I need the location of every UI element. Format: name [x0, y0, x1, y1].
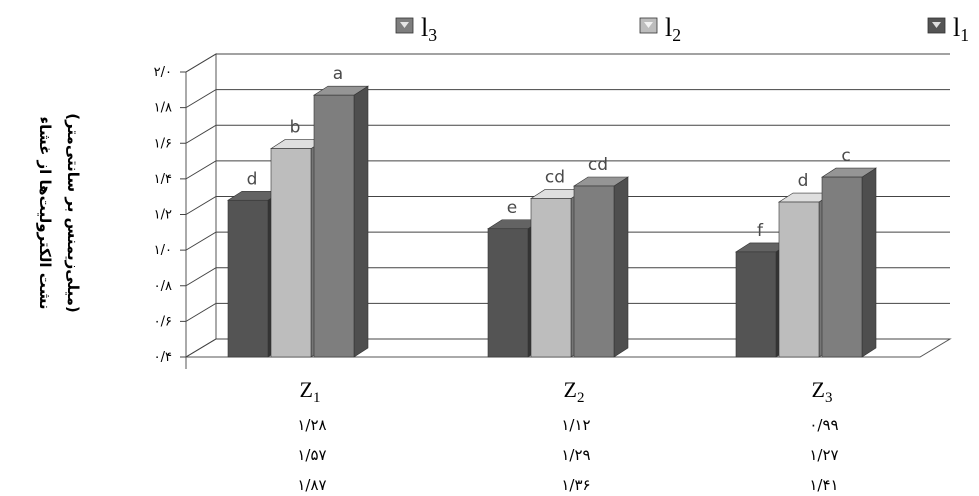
gridline [185, 231, 950, 251]
bar-front [227, 199, 269, 358]
bar-letter-label: b [290, 118, 301, 138]
legend-swatch-marker [932, 22, 941, 28]
gridline [185, 124, 950, 144]
bar-front [573, 185, 615, 358]
bars [226, 85, 878, 358]
bar [820, 167, 878, 358]
legend-label: l2 [665, 13, 681, 45]
y-tick-label: ۲/۰ [154, 65, 172, 80]
y-axis-title-line2: (میلی‌زیمنس بر سانتی‌متر) [64, 113, 82, 313]
gridline [185, 267, 950, 287]
bar [312, 85, 370, 358]
bar-letter-label: c [841, 146, 850, 166]
gridline [185, 302, 950, 322]
y-axis-ticks: ۰/۴ ۰/۶ ۰/۸ ۱/۰ ۱/۲ ۱/۴ ۱/۶ ۱/۸ ۲/۰ [154, 65, 186, 365]
y-tick-label: ۱/۶ [154, 136, 172, 151]
category-labels: Z1 Z2 Z3 [300, 377, 833, 406]
y-tick-label: ۱/۲ [154, 208, 172, 223]
table-cell: ۱/۳۶ [561, 476, 590, 494]
bar-letter-label: a [333, 64, 343, 84]
bar-side [353, 85, 369, 358]
y-tick-label: ۱/۸ [154, 101, 172, 116]
bar-front [313, 94, 355, 358]
legend-item: l1 [927, 13, 969, 45]
bar-side [613, 176, 629, 358]
table-cell: ۱/۱۲ [561, 416, 590, 434]
bar-letter-label: d [798, 171, 809, 191]
gridline [185, 89, 950, 109]
legend-item: l2 [639, 13, 681, 45]
y-tick-label: ۰/۴ [154, 350, 172, 365]
table-cell: ۱/۲۹ [561, 446, 590, 464]
bar-letter-label: e [507, 198, 517, 218]
bar-letter-label: cd [588, 155, 608, 175]
legend-swatch-marker [644, 22, 653, 28]
category-label: Z1 [300, 377, 321, 406]
bar-side [861, 167, 877, 358]
table-cell: ۱/۲۷ [809, 446, 838, 464]
bar-front [487, 228, 529, 358]
category-label: Z3 [812, 377, 833, 406]
legend-swatch-marker [400, 22, 409, 28]
bar-front [821, 176, 863, 358]
bar-front [270, 148, 312, 358]
legend-item: l3 [395, 13, 437, 45]
category-label: Z2 [564, 377, 585, 406]
y-tick-label: ۰/۶ [154, 314, 172, 329]
bar-labels: d b a e cd cd f d c [247, 64, 851, 241]
gridline [185, 196, 950, 215]
y-tick-label: ۱/۰ [154, 243, 172, 258]
table-cell: ۱/۲۸ [297, 416, 326, 434]
y-axis-title: نشت الکترولیت‌ها از غشاء (میلی‌زیمنس بر … [36, 113, 82, 313]
y-tick-label: ۱/۴ [154, 172, 172, 187]
bar-letter-label: f [757, 221, 764, 241]
bar-front [778, 201, 820, 358]
bar [572, 176, 630, 358]
gridlines [185, 53, 950, 358]
legend: l3 l2 l1 [395, 13, 969, 45]
y-axis-title-line1: نشت الکترولیت‌ها از غشاء [36, 117, 54, 310]
y-tick-label: ۰/۸ [154, 279, 172, 294]
bar-front [735, 251, 777, 358]
legend-label: l1 [953, 13, 969, 45]
table-cell: ۱/۴۱ [809, 476, 838, 494]
legend-label: l3 [421, 13, 437, 45]
table-cell: ۰/۹۹ [809, 416, 838, 434]
table-cell: ۱/۸۷ [297, 476, 326, 494]
value-table: ۱/۲۸ ۱/۱۲ ۰/۹۹ ۱/۵۷ ۱/۲۹ ۱/۲۷ ۱/۸۷ ۱/۳۶ ۱/۴۱ [297, 416, 838, 494]
table-cell: ۱/۵۷ [297, 446, 326, 464]
bar-front [530, 198, 572, 358]
bar-letter-label: cd [545, 167, 565, 187]
gridline [185, 338, 950, 358]
gridline [185, 53, 950, 73]
bar-letter-label: d [247, 169, 258, 189]
gridline [185, 160, 950, 180]
